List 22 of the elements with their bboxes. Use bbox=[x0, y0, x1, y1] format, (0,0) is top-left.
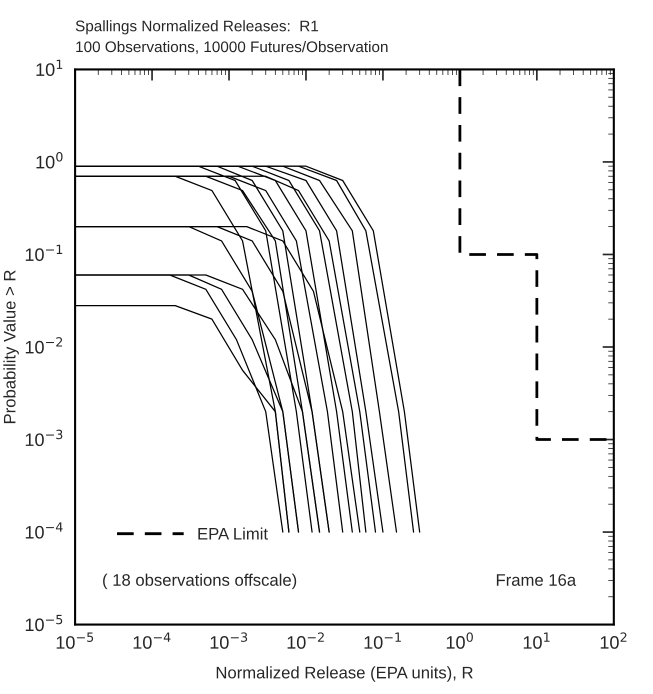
x-tick-label: 10$^{−4}$ bbox=[134, 632, 170, 649]
x-tick-label: 10$^{−1}$ bbox=[364, 632, 401, 649]
y-tick-label: 10$^{−5}$ bbox=[26, 614, 62, 632]
annotation: ( 18 observations offscale) bbox=[103, 574, 296, 590]
legend-label: EPA Limit bbox=[198, 527, 268, 540]
x-tick-label: 10$^{1}$ bbox=[524, 632, 550, 649]
y-tick-label: 10$^{−2}$ bbox=[26, 337, 62, 354]
annotation: Frame 16a bbox=[496, 574, 576, 586]
x-tick-label: 10$^{−5}$ bbox=[56, 632, 94, 649]
x-tick-label: 10$^{0}$ bbox=[446, 632, 473, 649]
y-axis-title: Probability Value > R bbox=[3, 270, 19, 424]
y-tick-label: 10$^{−3}$ bbox=[26, 430, 62, 446]
x-tick-label: 10$^{−2}$ bbox=[288, 632, 324, 649]
x-axis-title: Normalized Release (EPA units), R bbox=[216, 666, 473, 682]
x-tick-label: 10$^{2}$ bbox=[600, 632, 626, 649]
y-tick-label: 10$^{0}$ bbox=[36, 152, 63, 169]
y-tick-label: 10$^{−1}$ bbox=[26, 244, 62, 262]
chart-title: Spallings Normalized Releases: R1 bbox=[76, 20, 318, 34]
y-tick-label: 10$^{−4}$ bbox=[26, 522, 63, 539]
y-tick-label: 10$^{1}$ bbox=[36, 60, 62, 76]
x-tick-label: 10$^{−3}$ bbox=[210, 632, 248, 649]
chart-subtitle: 100 Observations, 10000 Futures/Observation bbox=[76, 40, 388, 54]
